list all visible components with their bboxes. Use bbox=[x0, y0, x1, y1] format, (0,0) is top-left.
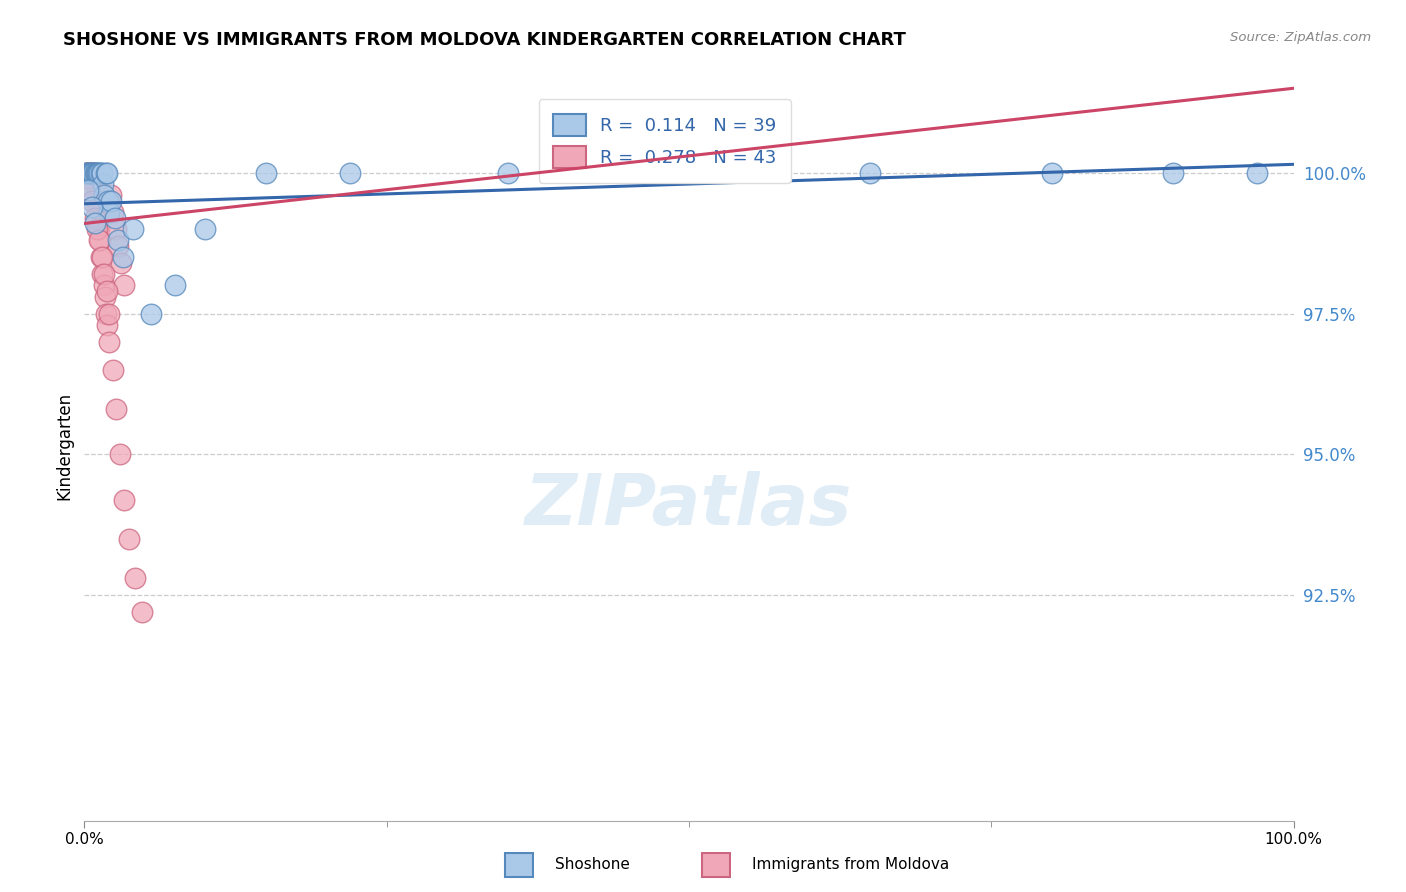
Text: ZIPatlas: ZIPatlas bbox=[526, 472, 852, 541]
Point bbox=[139, 307, 162, 321]
Point bbox=[194, 222, 217, 236]
Point bbox=[90, 250, 112, 264]
Point bbox=[80, 166, 103, 180]
Point bbox=[1246, 166, 1268, 180]
Point bbox=[97, 194, 120, 208]
Point bbox=[84, 166, 107, 180]
Point bbox=[94, 166, 117, 180]
Legend: R =  0.114   N = 39, R =  0.278   N = 43: R = 0.114 N = 39, R = 0.278 N = 43 bbox=[538, 99, 790, 183]
Point bbox=[112, 278, 135, 293]
Point bbox=[76, 166, 98, 180]
Point bbox=[103, 205, 125, 219]
Point bbox=[110, 256, 132, 270]
Point bbox=[87, 222, 110, 236]
Point bbox=[76, 171, 98, 186]
Point bbox=[678, 166, 700, 180]
Point bbox=[96, 166, 118, 180]
Point bbox=[93, 267, 115, 281]
Point bbox=[93, 188, 115, 202]
Point bbox=[75, 166, 97, 180]
Point bbox=[82, 166, 104, 180]
Text: Immigrants from Moldova: Immigrants from Moldova bbox=[752, 857, 949, 872]
Point bbox=[77, 166, 100, 180]
Point bbox=[100, 188, 122, 202]
Point bbox=[101, 363, 124, 377]
Point bbox=[1040, 166, 1063, 180]
Point bbox=[82, 194, 104, 208]
Point bbox=[105, 402, 128, 417]
Point bbox=[98, 307, 121, 321]
Point bbox=[1161, 166, 1184, 180]
Point bbox=[90, 166, 112, 180]
Point bbox=[89, 166, 111, 180]
Point bbox=[96, 318, 118, 332]
Point bbox=[83, 166, 105, 180]
Point bbox=[87, 166, 110, 180]
Point bbox=[93, 278, 115, 293]
Point bbox=[77, 166, 100, 180]
Point bbox=[108, 447, 131, 461]
Point bbox=[96, 284, 118, 298]
Point bbox=[89, 233, 111, 247]
Point bbox=[79, 166, 101, 180]
Point bbox=[86, 222, 108, 236]
Point bbox=[131, 605, 153, 619]
Point bbox=[86, 194, 108, 208]
Point bbox=[84, 177, 107, 191]
Point bbox=[91, 177, 114, 191]
Text: Source: ZipAtlas.com: Source: ZipAtlas.com bbox=[1230, 31, 1371, 45]
Point bbox=[98, 205, 121, 219]
Point bbox=[94, 290, 117, 304]
Point bbox=[77, 183, 100, 197]
Point bbox=[86, 166, 108, 180]
Point bbox=[91, 267, 114, 281]
Point bbox=[90, 166, 112, 180]
Point bbox=[79, 166, 101, 180]
Point bbox=[80, 200, 103, 214]
Point bbox=[254, 166, 277, 180]
Point bbox=[86, 211, 108, 225]
Point bbox=[118, 532, 141, 546]
Point bbox=[859, 166, 882, 180]
Point bbox=[112, 250, 135, 264]
Point bbox=[83, 211, 105, 225]
Y-axis label: Kindergarten: Kindergarten bbox=[55, 392, 73, 500]
Point bbox=[496, 166, 519, 180]
Point bbox=[82, 166, 104, 180]
Point bbox=[97, 334, 120, 349]
Point bbox=[82, 166, 104, 180]
Point bbox=[76, 166, 98, 180]
Point bbox=[77, 166, 100, 180]
Point bbox=[90, 250, 112, 264]
Point bbox=[94, 307, 117, 321]
Point bbox=[121, 222, 143, 236]
Text: Shoshone: Shoshone bbox=[555, 857, 630, 872]
Point bbox=[104, 211, 127, 225]
Point bbox=[104, 222, 127, 236]
Point bbox=[107, 239, 129, 253]
Point bbox=[339, 166, 361, 180]
Point bbox=[75, 166, 97, 180]
Point bbox=[83, 166, 105, 180]
Point bbox=[124, 571, 146, 585]
Point bbox=[107, 233, 129, 247]
Point bbox=[100, 194, 122, 208]
Point bbox=[112, 492, 135, 507]
Point bbox=[79, 183, 101, 197]
Point bbox=[80, 166, 103, 180]
Point bbox=[84, 217, 107, 231]
Point bbox=[165, 278, 187, 293]
Point bbox=[89, 233, 111, 247]
Text: SHOSHONE VS IMMIGRANTS FROM MOLDOVA KINDERGARTEN CORRELATION CHART: SHOSHONE VS IMMIGRANTS FROM MOLDOVA KIND… bbox=[63, 31, 905, 49]
